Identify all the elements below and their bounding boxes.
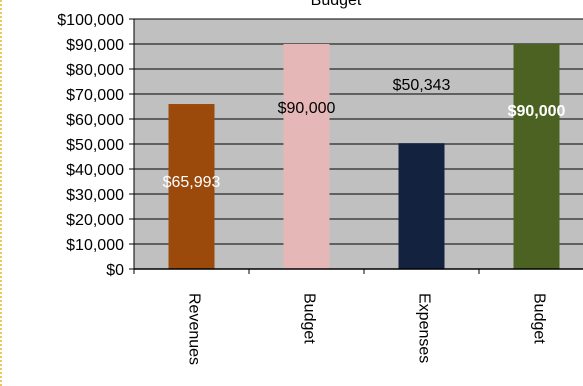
data-label: $65,993 (163, 174, 221, 191)
data-labels: $65,993 $90,000 $50,343 $90,000 (163, 77, 566, 191)
y-tick-label: $50,000 (66, 137, 124, 154)
bar (283, 44, 330, 269)
data-label: $50,343 (393, 77, 451, 94)
chart-title: Budget (311, 0, 362, 9)
bar (398, 143, 445, 269)
y-tick-label: $10,000 (66, 237, 124, 254)
bar (513, 44, 560, 269)
y-tick-label: $40,000 (66, 162, 124, 179)
y-tick-label: $70,000 (66, 87, 124, 104)
x-axis-ticks: Revenues Budget Expenses Budget (133, 269, 547, 365)
y-tick-label: $60,000 (66, 112, 124, 129)
chart-border (0, 0, 2, 386)
y-tick-label: $90,000 (66, 37, 124, 54)
y-axis-ticks: $0 $10,000 $20,000 $30,000 $40,000 $50,000 $60… (57, 12, 134, 279)
data-label: $90,000 (278, 100, 336, 117)
x-category-label: Expenses (415, 293, 432, 363)
y-tick-label: $0 (106, 262, 124, 279)
y-tick-label: $80,000 (66, 62, 124, 79)
bar (168, 104, 215, 269)
y-tick-label: $100,000 (57, 12, 124, 29)
data-label: $90,000 (508, 103, 566, 120)
x-category-label: Revenues (185, 293, 202, 365)
bars (168, 44, 560, 269)
x-category-label: Budget (300, 293, 317, 344)
y-tick-label: $30,000 (66, 187, 124, 204)
x-category-label: Budget (530, 293, 547, 344)
y-tick-label: $20,000 (66, 212, 124, 229)
